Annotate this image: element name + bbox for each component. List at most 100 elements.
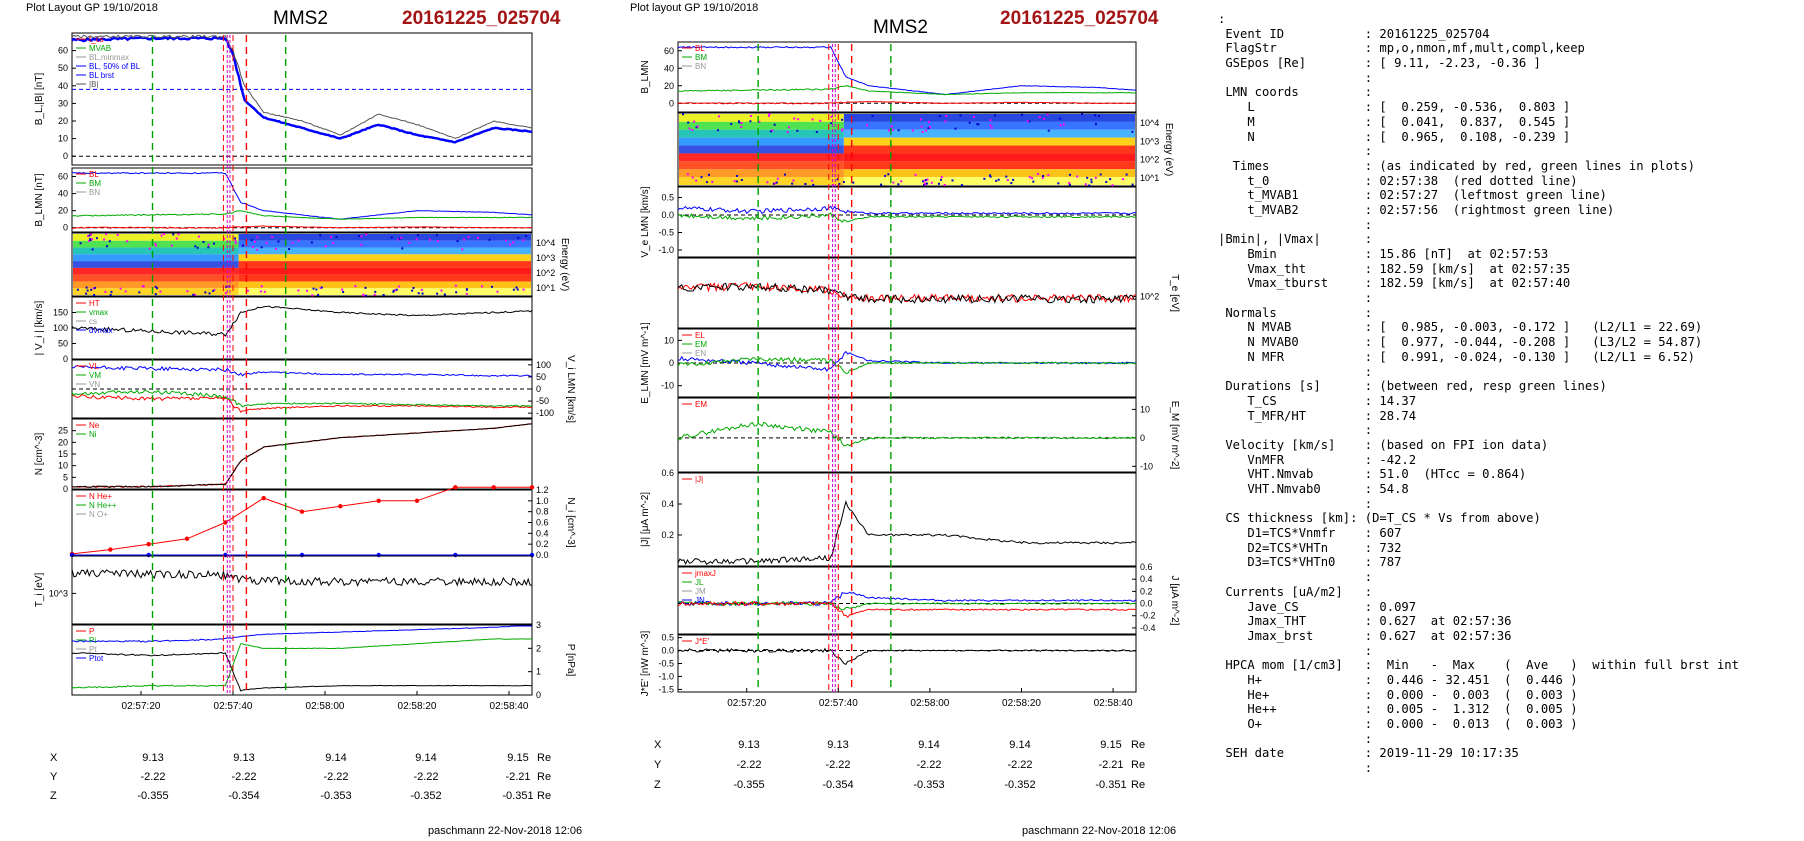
spectrogram-pixel	[85, 286, 88, 289]
series-line	[71, 34, 533, 139]
y-tick-label: 10^2	[1140, 292, 1159, 302]
orbit-unit: Re	[537, 790, 552, 802]
right-layout-label: Plot layout GP 19/10/2018	[630, 2, 759, 14]
info-line: t_0 : 02:57:38 (red dotted line)	[1218, 173, 1578, 188]
info-line: :	[1218, 496, 1373, 511]
orbit-value: -0.351	[1095, 779, 1127, 791]
spectrogram-pixel	[758, 120, 761, 123]
y-tick-label: 50	[58, 339, 68, 349]
spectrogram-pixel	[776, 177, 779, 180]
spectrogram-pixel	[364, 294, 367, 297]
spectrogram-pixel	[233, 237, 236, 240]
legend-entry: Ni	[89, 430, 97, 439]
spectrogram-band-pre	[73, 281, 239, 289]
spectrogram-pixel	[170, 244, 173, 247]
y-axis-label: J*E' [nW m^-3]	[640, 631, 651, 697]
spectrogram-band-post	[238, 267, 531, 275]
panel-frame	[677, 257, 1137, 329]
orbit-value: 9.14	[325, 752, 347, 764]
y-tick-label: 30	[58, 98, 68, 108]
legend-entry: P	[89, 627, 94, 636]
spectrogram-pixel	[94, 286, 97, 289]
spectrogram-pixel	[922, 180, 925, 183]
y-tick-label: -1.5	[658, 684, 674, 694]
spectrogram-pixel	[1076, 175, 1079, 178]
y-axis-label: V_i LMN [km/s]	[565, 355, 576, 423]
y-tick-label: 0	[536, 690, 541, 700]
series-line	[71, 305, 533, 337]
spectrogram-pixel	[192, 293, 195, 296]
series-line	[677, 46, 1137, 95]
legend-entry: Pi	[89, 636, 96, 645]
spectrogram-pixel	[911, 129, 914, 132]
spectrogram-pixel	[1081, 113, 1084, 116]
info-line: t_MVAB1 : 02:57:27 (leftmost green line)	[1218, 188, 1607, 203]
spectrogram-pixel	[791, 182, 794, 185]
spectrogram-pixel	[994, 114, 997, 117]
spectrogram-pixel	[925, 129, 928, 132]
info-line: CS thickness [km]: (D=T_CS * Vs from abo…	[1218, 511, 1541, 526]
time-tick-label: 02:57:40	[819, 698, 858, 709]
orbit-value: -0.354	[822, 779, 854, 791]
spectrogram-band-pre	[679, 121, 844, 130]
orbit-value: 9.13	[827, 739, 849, 751]
spectrogram-pixel	[977, 123, 980, 126]
spectrogram-pixel	[990, 126, 993, 129]
legend-entry: BL,minmax	[89, 53, 129, 62]
info-line: Bmin : 15.86 [nT] at 02:57:53	[1218, 247, 1549, 261]
spectrogram-pixel	[160, 234, 163, 237]
spectrogram-pixel	[400, 236, 403, 239]
orbit-value: -2.22	[736, 759, 762, 771]
spectrogram-pixel	[234, 239, 237, 242]
panel-frame	[71, 624, 533, 696]
spectrogram-pixel	[1012, 178, 1015, 181]
y-tick-label: 20	[664, 81, 674, 91]
info-line: Velocity [km/s] : (based on FPI ion data…	[1218, 437, 1549, 452]
spectrogram-pixel	[1111, 184, 1114, 187]
y-tick-label: 0	[63, 354, 68, 364]
spectrogram-pixel	[288, 248, 291, 251]
legend-entry: BM	[695, 53, 707, 62]
spectrogram-pixel	[392, 290, 395, 293]
spectrogram-pixel	[417, 292, 420, 295]
y-tick-label: 10^1	[536, 283, 555, 293]
spectrogram-pixel	[1026, 120, 1029, 123]
spectrogram-pixel	[695, 126, 698, 129]
spectrogram-pixel	[306, 289, 309, 292]
y-tick-label: 0.0	[661, 210, 674, 220]
spectrogram-pixel	[944, 120, 947, 123]
legend-entry: JL	[695, 578, 704, 587]
spectrogram-pixel	[154, 242, 157, 245]
spectrogram-pixel	[819, 119, 822, 122]
spectrogram-pixel	[1090, 178, 1093, 181]
spectrogram-pixel	[693, 120, 696, 123]
spectrogram-pixel	[105, 245, 108, 248]
spectrogram-pixel	[246, 289, 249, 292]
spectrogram-band-post	[238, 247, 531, 255]
info-line: :	[1218, 144, 1373, 159]
spectrogram-pixel	[943, 184, 946, 187]
y-tick-label: 20	[58, 116, 68, 126]
orbit-value: -2.22	[231, 771, 257, 783]
y-axis-label: P [nPa]	[565, 644, 576, 677]
spectrogram-pixel	[512, 241, 515, 244]
spectrogram-pixel	[251, 246, 254, 249]
spectrogram-pixel	[1086, 176, 1089, 179]
y-tick-label: 10	[664, 335, 674, 345]
spectrogram-pixel	[364, 286, 367, 289]
y-tick-label: 0.5	[661, 633, 674, 643]
spectrogram-pixel	[1099, 173, 1102, 176]
spectrogram-pixel	[465, 288, 468, 291]
orbit-value: -2.22	[140, 771, 166, 783]
info-line: :	[1218, 217, 1373, 232]
spectrogram-pixel	[394, 289, 397, 292]
spectrogram-pixel	[740, 126, 743, 129]
spectrogram-pixel	[92, 287, 95, 290]
event-info-panel: : Event ID : 20161225_025704 FlagStr : m…	[1218, 12, 1798, 776]
spectrogram-band-pre	[73, 247, 239, 255]
spectrogram-pixel	[412, 286, 415, 289]
spectrogram-pixel	[1041, 176, 1044, 179]
spectrogram-pixel	[148, 247, 151, 250]
spectrogram-pixel	[360, 235, 363, 238]
